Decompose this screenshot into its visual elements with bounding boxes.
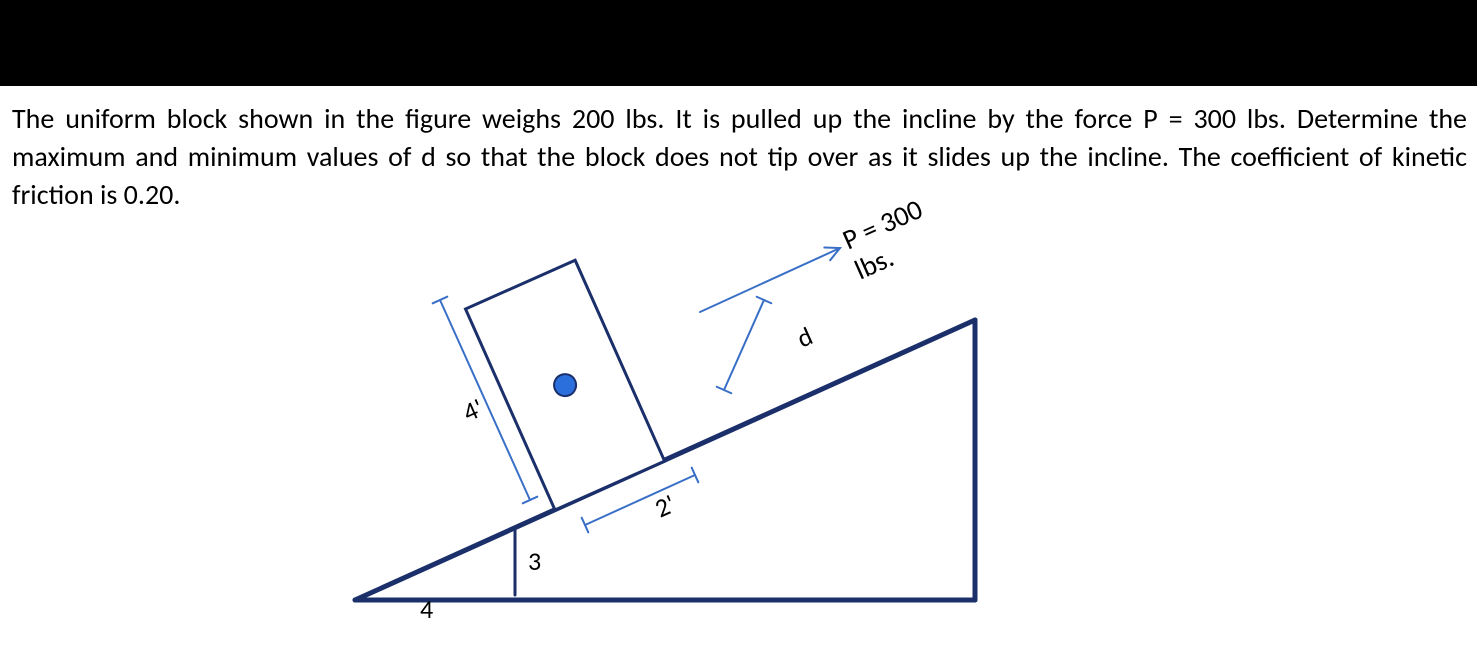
physics-diagram: P = 300lbs.d4'2'34 <box>300 200 1100 625</box>
svg-text:4: 4 <box>420 593 433 620</box>
svg-text:d: d <box>792 320 818 355</box>
problem-statement: The uniform block shown in the figure we… <box>12 100 1467 213</box>
top-blackbar <box>0 0 1477 91</box>
svg-text:2': 2' <box>650 487 680 524</box>
svg-text:3: 3 <box>528 545 541 577</box>
